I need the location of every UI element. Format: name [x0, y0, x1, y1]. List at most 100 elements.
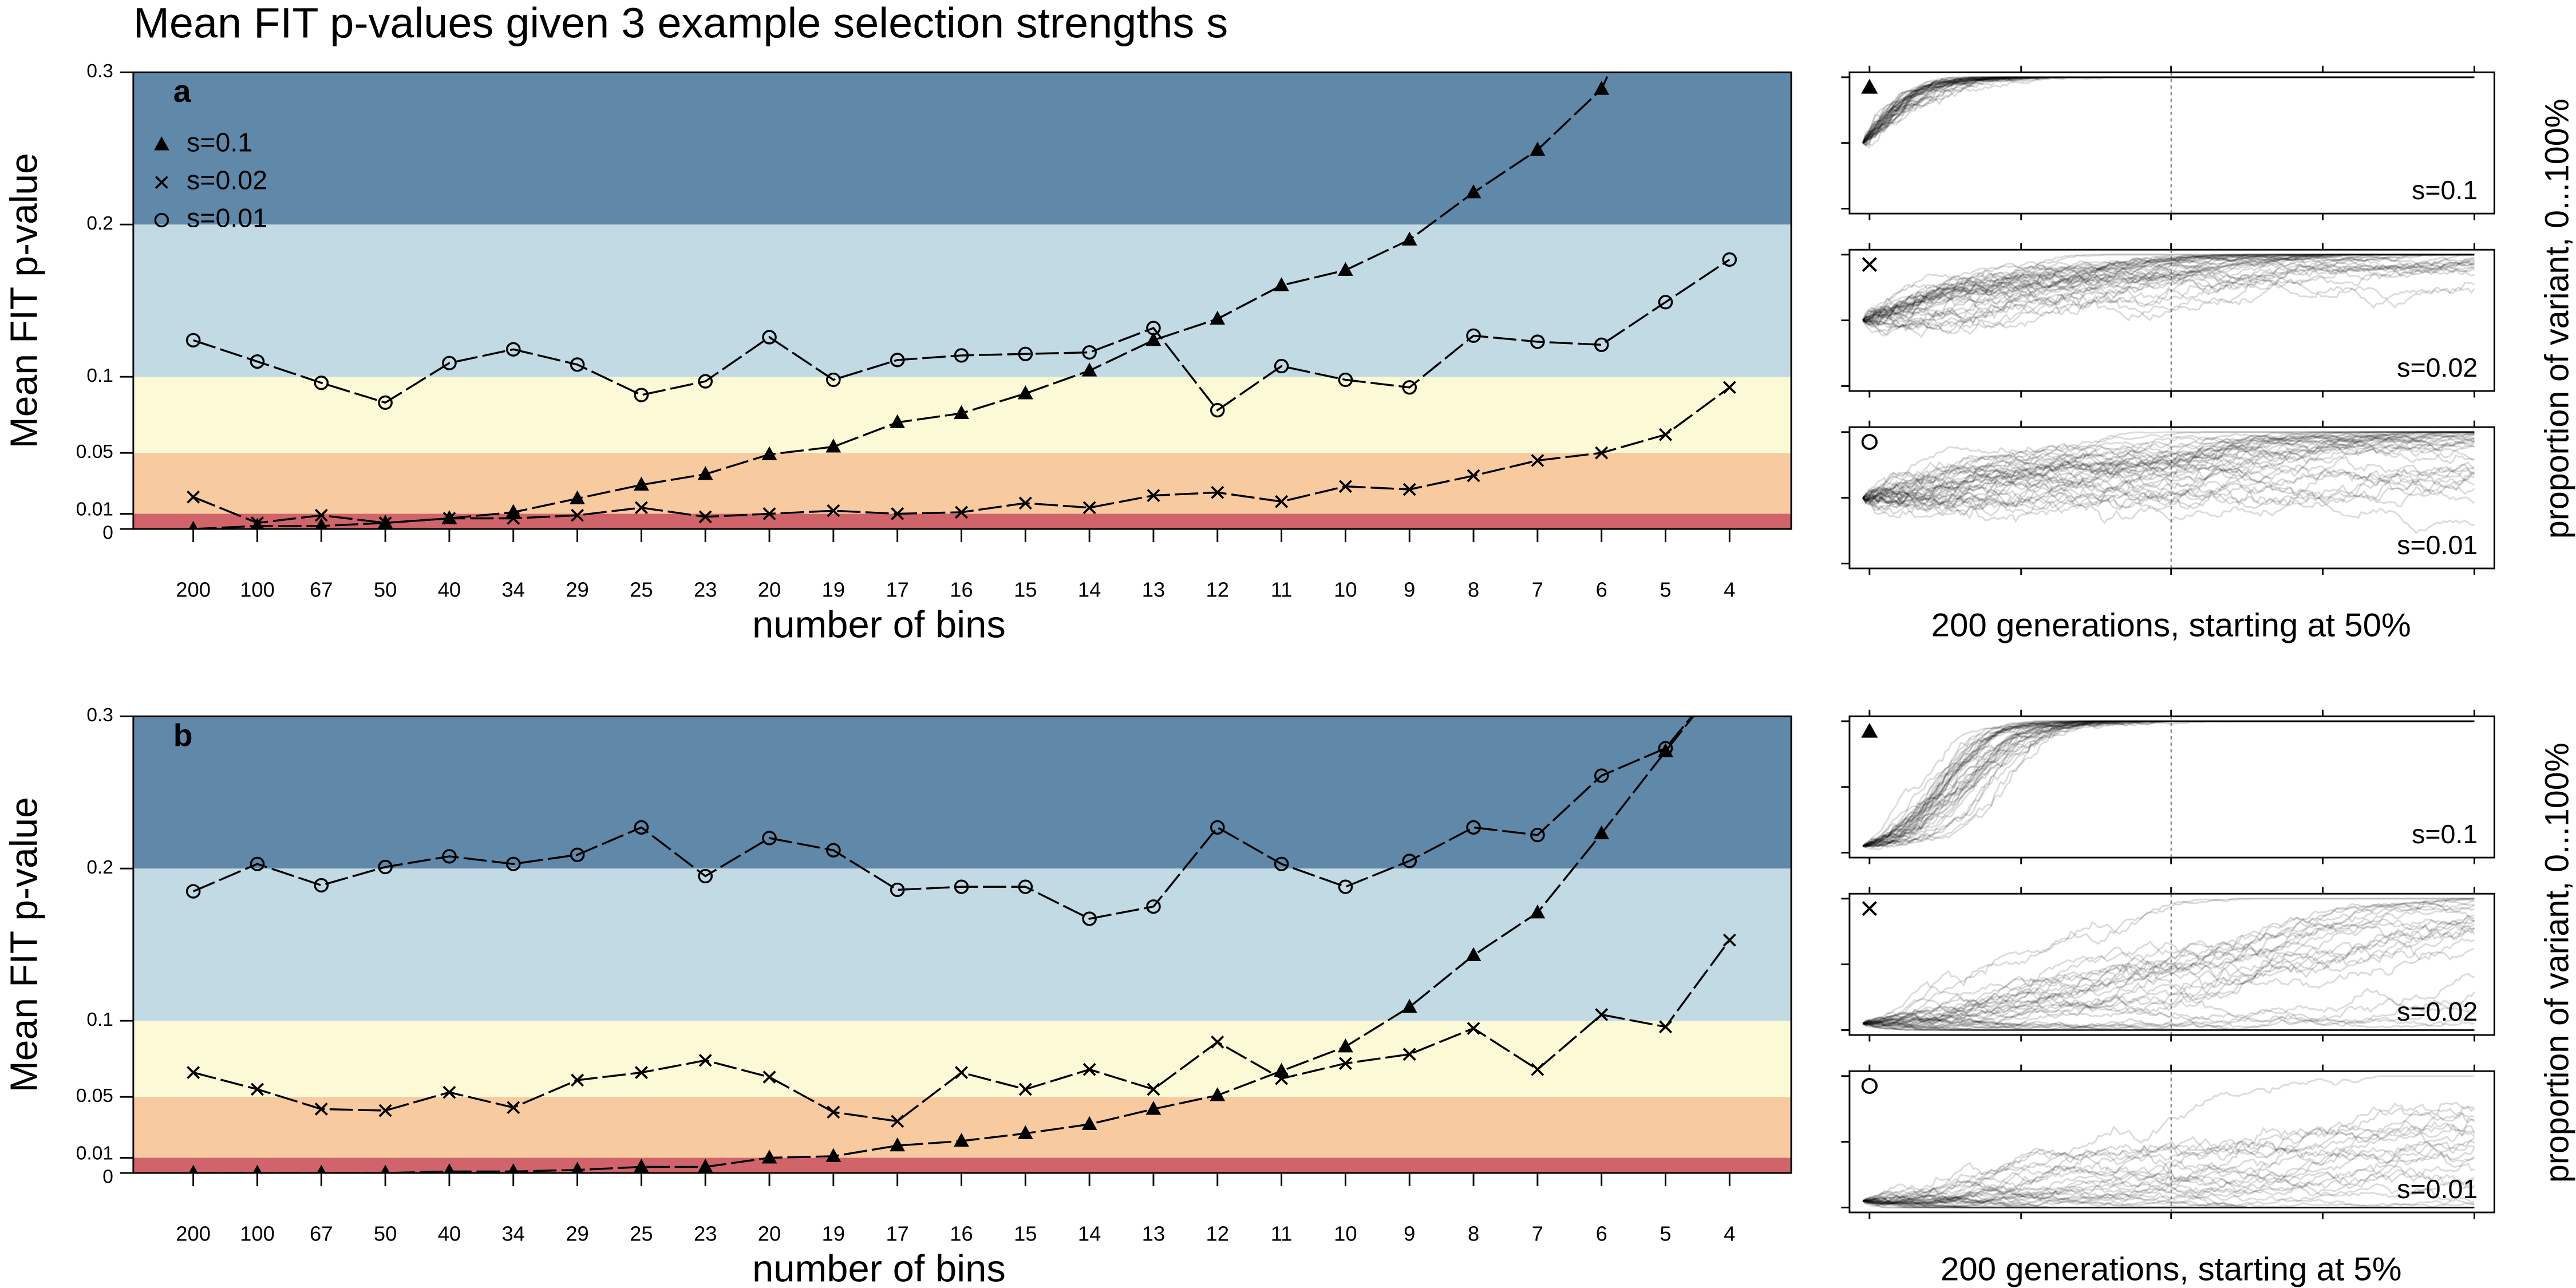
point-marker	[1467, 1022, 1480, 1035]
trajectory	[1862, 720, 2475, 847]
trajectory	[1863, 720, 2475, 848]
point-marker	[250, 354, 265, 369]
legend-label: s=0.1	[187, 128, 252, 157]
point-marker	[1594, 768, 1609, 783]
trajectory	[1862, 720, 2475, 847]
trajectory	[1863, 1199, 2475, 1208]
trajectory	[1862, 255, 2475, 325]
point-marker	[1723, 665, 1736, 677]
trajectory	[1862, 434, 2475, 503]
point-marker	[1210, 820, 1225, 835]
trajectory	[1862, 720, 2475, 847]
trajectory	[1862, 928, 2475, 1025]
x-tick-label: 17	[886, 1222, 908, 1246]
trajectory	[1862, 76, 2475, 144]
point-marker	[698, 1053, 712, 1067]
trajectory	[1863, 254, 2475, 322]
trajectory	[1863, 720, 2475, 848]
point-marker	[571, 1161, 584, 1174]
point-marker	[252, 1164, 262, 1174]
trajectory	[1862, 438, 2475, 503]
trajectory	[1862, 254, 2475, 322]
trajectory	[1863, 1199, 2475, 1208]
trajectory	[1862, 254, 2475, 323]
point-marker	[381, 1164, 390, 1174]
trajectory	[1862, 76, 2475, 144]
x-tick-label: 12	[1206, 578, 1229, 602]
trajectory	[1862, 431, 2475, 509]
x-tick-label: 15	[1014, 578, 1037, 602]
point-marker	[697, 466, 713, 480]
trajectory	[1862, 254, 2475, 322]
trajectory	[1863, 1022, 2475, 1031]
trajectory	[1862, 440, 2475, 501]
point-marker	[698, 868, 713, 884]
trajectory	[1862, 720, 2475, 847]
point-marker	[1401, 231, 1417, 246]
trajectory	[1862, 76, 2475, 144]
legend-label: s=0.02	[187, 165, 267, 195]
inset-x-label: 200 generations, starting at 5%	[1941, 1251, 2402, 1288]
point-marker	[1658, 741, 1673, 756]
trajectory	[1862, 76, 2475, 145]
trajectory	[1862, 254, 2475, 321]
point-marker	[1402, 1048, 1416, 1061]
trajectory	[1862, 1185, 2475, 1208]
trajectory	[1862, 973, 2475, 1030]
y-tick-label: 0.05	[76, 1085, 113, 1107]
point-marker	[1274, 1062, 1289, 1077]
point-marker	[1210, 310, 1226, 325]
x-tick-label: 50	[374, 1222, 397, 1246]
trajectory	[1862, 1169, 2475, 1202]
point-marker	[250, 1082, 264, 1096]
inset: s=0.01	[1841, 420, 2495, 575]
trajectory	[1862, 437, 2475, 499]
significance-band	[133, 1157, 1792, 1174]
point-marker	[314, 878, 329, 893]
x-tick-label: 25	[630, 1222, 653, 1246]
point-marker	[315, 517, 328, 530]
point-marker	[1658, 1020, 1673, 1034]
trajectory	[1862, 1195, 2475, 1208]
trajectory	[1862, 1198, 2475, 1208]
trajectory	[1862, 254, 2475, 323]
trajectory	[1862, 1022, 2475, 1031]
trajectory	[1862, 720, 2475, 847]
panel-label: a	[173, 73, 191, 109]
point-marker	[570, 847, 585, 862]
trajectory	[1862, 76, 2475, 144]
trajectory	[1862, 76, 2475, 144]
trajectory	[1862, 76, 2475, 144]
trajectory	[1862, 254, 2475, 334]
trajectory	[1863, 1139, 2475, 1207]
trajectory	[1862, 435, 2475, 505]
x-tick-label: 15	[1014, 1222, 1037, 1246]
point-marker	[1722, 381, 1736, 394]
trajectory	[1862, 431, 2475, 508]
point-marker	[698, 374, 713, 389]
trajectory	[1862, 1200, 2475, 1208]
x-tick-label: 23	[694, 1222, 717, 1246]
y-tick-label: 0.01	[76, 499, 113, 520]
trajectory	[1862, 720, 2475, 847]
point-marker	[442, 849, 457, 864]
point-marker	[1594, 825, 1610, 840]
point-marker	[1145, 1101, 1161, 1115]
x-tick-label: 40	[438, 1222, 461, 1246]
x-tick-label: 17	[886, 578, 908, 602]
point-marker	[1210, 403, 1225, 418]
trajectory	[1862, 76, 2475, 144]
x-tick-label: 10	[1334, 1222, 1357, 1246]
inset: s=0.02	[1841, 243, 2495, 398]
trajectory	[1862, 908, 2475, 1028]
trajectory	[1862, 991, 2475, 1030]
trajectory	[1862, 76, 2475, 144]
point-marker	[954, 879, 969, 894]
trajectory	[1862, 254, 2475, 321]
x-tick-label: 9	[1404, 578, 1415, 602]
point-marker	[634, 476, 649, 491]
point-marker	[890, 353, 905, 368]
trajectory	[1862, 720, 2475, 847]
trajectory	[1862, 76, 2475, 144]
point-marker	[1275, 495, 1289, 508]
